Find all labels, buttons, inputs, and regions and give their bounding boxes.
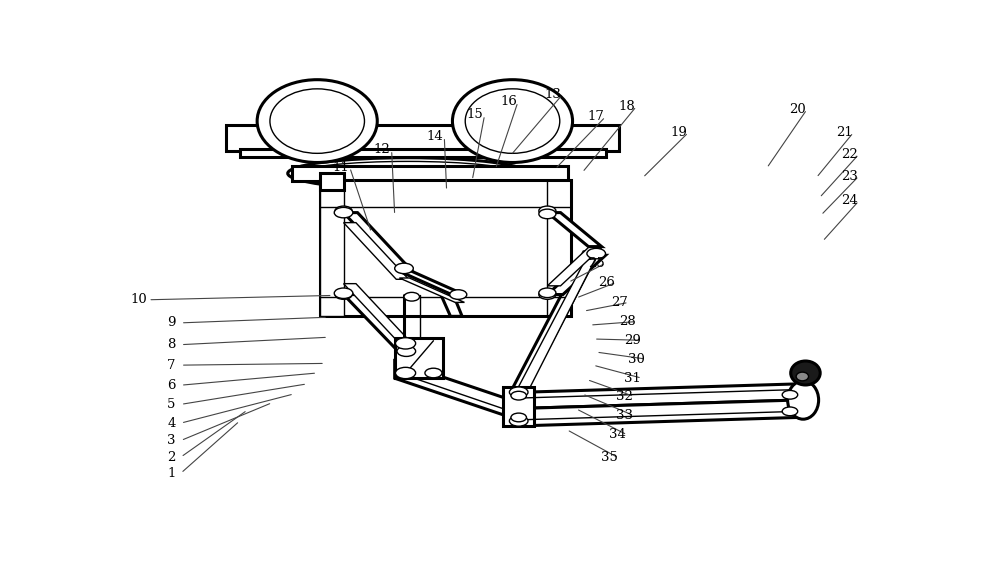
Ellipse shape bbox=[257, 80, 377, 162]
Ellipse shape bbox=[788, 381, 819, 419]
Text: 9: 9 bbox=[167, 316, 176, 329]
Polygon shape bbox=[547, 247, 602, 286]
Text: 21: 21 bbox=[836, 126, 853, 139]
Circle shape bbox=[539, 206, 556, 216]
Polygon shape bbox=[344, 222, 409, 279]
Circle shape bbox=[335, 290, 352, 299]
Text: 27: 27 bbox=[611, 296, 628, 309]
Polygon shape bbox=[320, 181, 571, 316]
Text: 2: 2 bbox=[167, 451, 176, 464]
Text: 28: 28 bbox=[619, 315, 636, 328]
Circle shape bbox=[539, 288, 556, 298]
Polygon shape bbox=[547, 213, 602, 247]
Polygon shape bbox=[226, 125, 619, 151]
Circle shape bbox=[511, 391, 526, 400]
Polygon shape bbox=[395, 338, 443, 378]
Text: 31: 31 bbox=[624, 372, 641, 385]
Text: 33: 33 bbox=[616, 409, 633, 422]
Polygon shape bbox=[503, 387, 534, 426]
Circle shape bbox=[395, 338, 416, 349]
Polygon shape bbox=[344, 213, 412, 271]
Text: 24: 24 bbox=[841, 194, 858, 207]
Polygon shape bbox=[344, 294, 416, 353]
Text: 12: 12 bbox=[374, 143, 391, 156]
Ellipse shape bbox=[791, 361, 820, 385]
Text: 25: 25 bbox=[588, 256, 605, 269]
Circle shape bbox=[335, 206, 352, 216]
Text: 26: 26 bbox=[599, 276, 615, 289]
Text: 20: 20 bbox=[789, 103, 806, 116]
Text: 10: 10 bbox=[131, 293, 147, 306]
Circle shape bbox=[425, 368, 442, 378]
Text: 3: 3 bbox=[167, 434, 176, 447]
Circle shape bbox=[397, 346, 416, 357]
Text: 34: 34 bbox=[609, 428, 626, 441]
Circle shape bbox=[782, 407, 798, 415]
Text: 19: 19 bbox=[671, 126, 688, 139]
Polygon shape bbox=[398, 271, 466, 295]
Polygon shape bbox=[441, 295, 462, 316]
Ellipse shape bbox=[270, 89, 364, 153]
Polygon shape bbox=[320, 181, 344, 316]
Circle shape bbox=[539, 290, 556, 299]
Ellipse shape bbox=[288, 158, 528, 189]
Text: 23: 23 bbox=[841, 169, 858, 182]
Circle shape bbox=[334, 288, 353, 298]
Text: 32: 32 bbox=[616, 390, 633, 403]
Text: 13: 13 bbox=[544, 88, 561, 101]
Text: 16: 16 bbox=[500, 96, 517, 109]
Polygon shape bbox=[547, 255, 606, 294]
Polygon shape bbox=[399, 278, 464, 302]
Circle shape bbox=[539, 209, 556, 218]
Ellipse shape bbox=[465, 89, 560, 153]
Ellipse shape bbox=[452, 80, 573, 162]
Text: 1: 1 bbox=[167, 467, 176, 480]
Text: 11: 11 bbox=[332, 161, 349, 174]
Polygon shape bbox=[511, 250, 599, 391]
Text: 29: 29 bbox=[624, 334, 641, 347]
Text: 5: 5 bbox=[167, 398, 176, 411]
Circle shape bbox=[395, 263, 413, 273]
Circle shape bbox=[509, 387, 528, 397]
Circle shape bbox=[395, 367, 416, 379]
Polygon shape bbox=[292, 166, 568, 181]
Text: 4: 4 bbox=[167, 417, 176, 430]
Polygon shape bbox=[320, 173, 344, 190]
Text: 8: 8 bbox=[167, 338, 176, 351]
Polygon shape bbox=[511, 400, 798, 426]
Text: 15: 15 bbox=[467, 109, 484, 122]
Polygon shape bbox=[240, 148, 606, 157]
Polygon shape bbox=[344, 284, 410, 342]
Text: 6: 6 bbox=[167, 379, 176, 392]
Circle shape bbox=[509, 415, 528, 426]
Circle shape bbox=[404, 293, 420, 301]
Ellipse shape bbox=[796, 372, 809, 381]
Circle shape bbox=[511, 413, 526, 422]
Circle shape bbox=[450, 290, 467, 299]
Text: 30: 30 bbox=[628, 353, 645, 366]
Text: 35: 35 bbox=[601, 452, 618, 465]
Text: 7: 7 bbox=[167, 359, 176, 372]
Text: 17: 17 bbox=[588, 110, 605, 123]
Circle shape bbox=[587, 248, 606, 259]
Polygon shape bbox=[511, 384, 798, 409]
Text: 22: 22 bbox=[841, 148, 858, 161]
Ellipse shape bbox=[300, 161, 516, 186]
Text: 14: 14 bbox=[427, 130, 443, 143]
Circle shape bbox=[782, 391, 798, 399]
Circle shape bbox=[334, 207, 353, 218]
Polygon shape bbox=[395, 361, 511, 418]
Text: 18: 18 bbox=[619, 100, 636, 113]
Polygon shape bbox=[512, 259, 595, 398]
